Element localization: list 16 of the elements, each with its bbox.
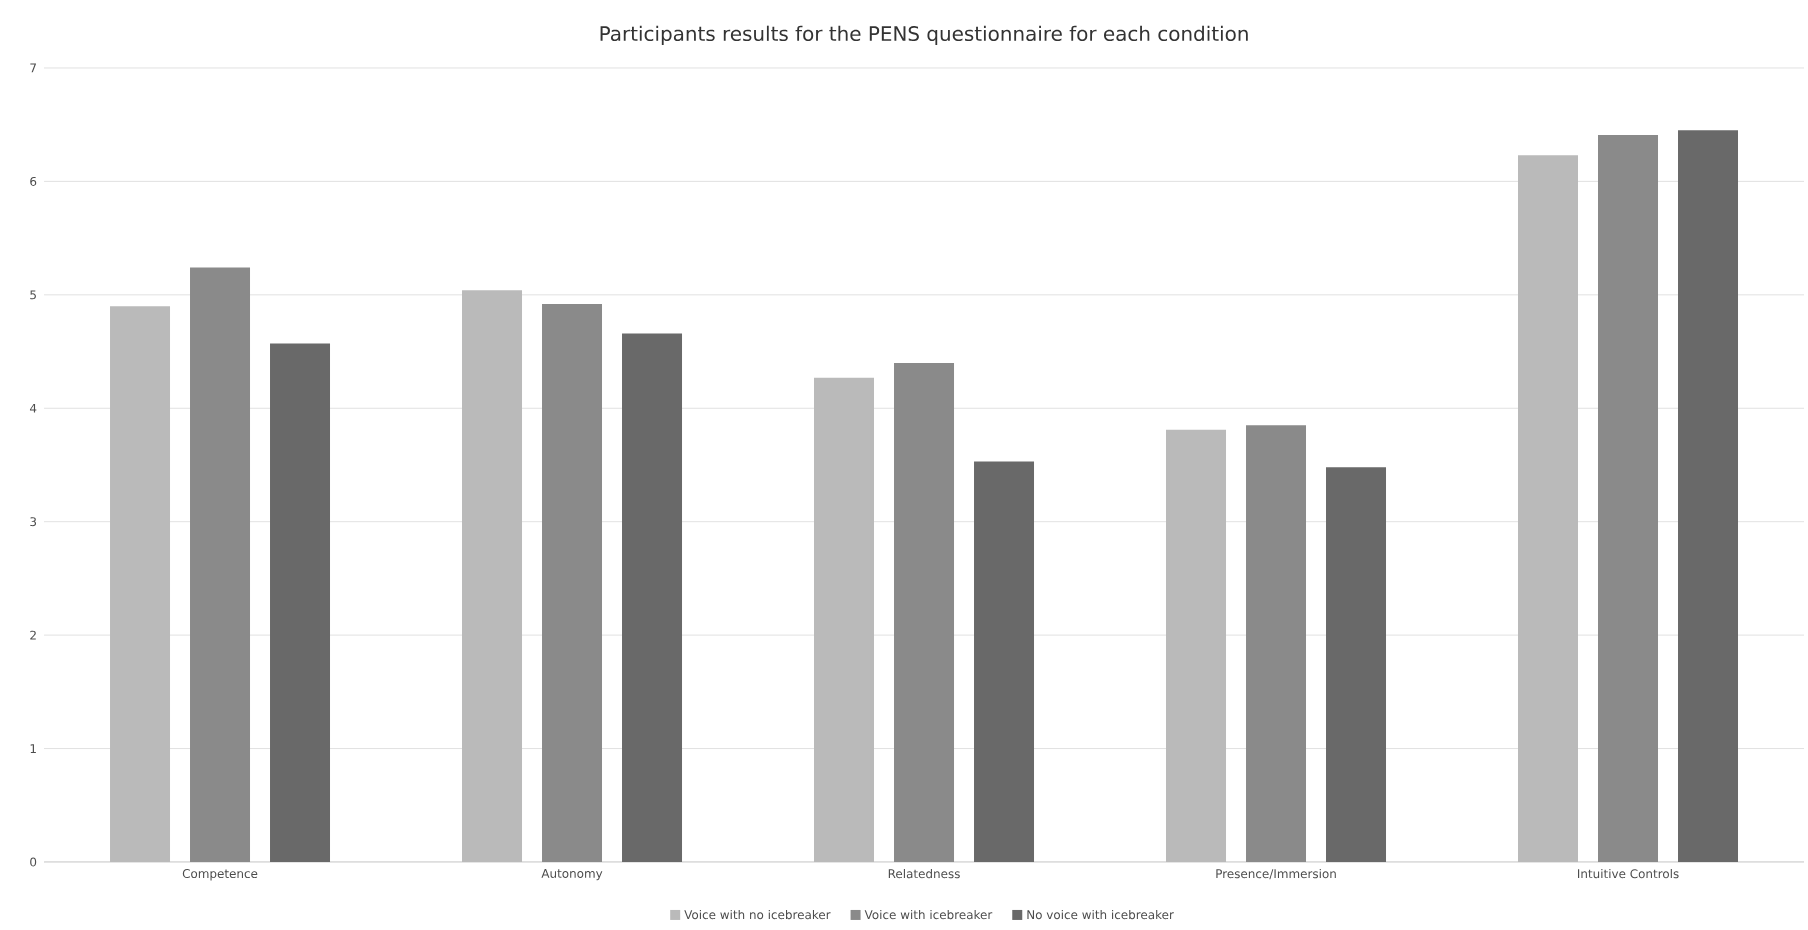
bar (110, 306, 171, 862)
bar (1518, 155, 1579, 862)
bar (974, 461, 1035, 862)
bar (894, 362, 955, 862)
bar (1246, 425, 1307, 862)
bar (1326, 467, 1387, 862)
bar (1678, 130, 1739, 862)
bar (542, 303, 603, 862)
bar (814, 377, 875, 862)
bar (462, 290, 523, 862)
bar (190, 267, 251, 862)
bar (622, 333, 683, 862)
bar (1598, 134, 1659, 862)
bar (270, 343, 331, 862)
chart-title: Participants results for the PENS questionnaire for each condition (600, 25, 1248, 45)
bar (1166, 429, 1227, 862)
